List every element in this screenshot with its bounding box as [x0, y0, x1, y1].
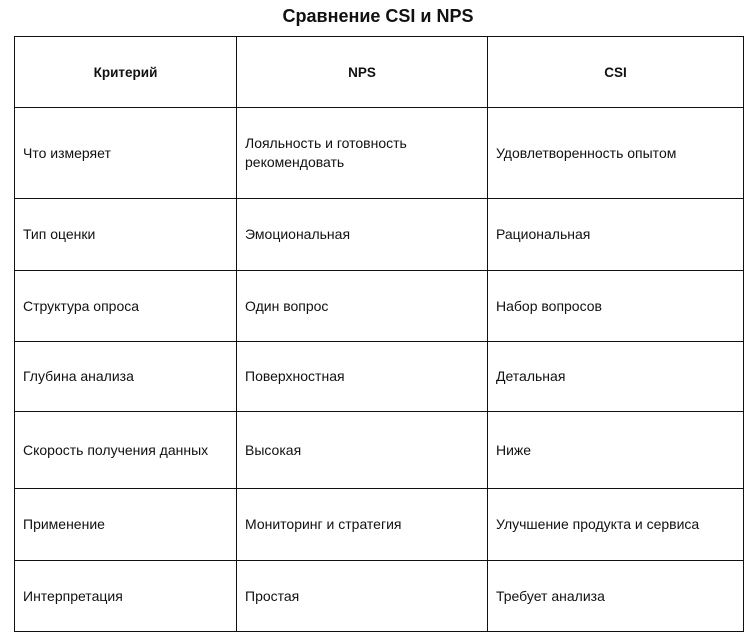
- table-row: Структура опроса Один вопрос Набор вопросо…: [14, 270, 744, 342]
- cell-criterion: Скорость получения данных: [14, 411, 237, 489]
- page-title: Сравнение CSI и NPS: [282, 6, 474, 26]
- table-row: Скорость получения данных Высокая Ниже: [14, 411, 744, 489]
- header-nps: NPS: [236, 36, 488, 108]
- cell-csi: Улучшение продукта и сервиса: [487, 488, 744, 561]
- cell-csi: Удовлетворенность опытом: [487, 107, 744, 199]
- cell-csi: Ниже: [487, 411, 744, 489]
- comparison-table: Критерий NPS CSI Что измеряет Лояльность …: [14, 36, 744, 632]
- table-row: Что измеряет Лояльность и готовность реко…: [14, 107, 744, 199]
- cell-criterion: Глубина анализа: [14, 341, 237, 412]
- cell-nps: Поверхностная: [236, 341, 488, 412]
- cell-criterion: Интерпретация: [14, 560, 237, 632]
- table-row: Применение Мониторинг и стратегия Улучшени…: [14, 488, 744, 561]
- cell-csi: Детальная: [487, 341, 744, 412]
- cell-criterion: Структура опроса: [14, 270, 237, 342]
- cell-csi: Рациональная: [487, 198, 744, 271]
- cell-criterion: Применение: [14, 488, 237, 561]
- header-criterion: Критерий: [14, 36, 237, 108]
- cell-criterion: Что измеряет: [14, 107, 237, 199]
- cell-nps: Эмоциональная: [236, 198, 488, 271]
- cell-nps: Мониторинг и стратегия: [236, 488, 488, 561]
- table-row: Интерпретация Простая Требует анализа: [14, 560, 744, 632]
- cell-csi: Набор вопросов: [487, 270, 744, 342]
- header-csi: CSI: [487, 36, 744, 108]
- header-row: Критерий NPS CSI: [14, 36, 744, 108]
- cell-criterion: Тип оценки: [14, 198, 237, 271]
- cell-nps: Высокая: [236, 411, 488, 489]
- table-row: Тип оценки Эмоциональная Рациональная: [14, 198, 744, 271]
- cell-csi: Требует анализа: [487, 560, 744, 632]
- cell-nps: Простая: [236, 560, 488, 632]
- cell-nps: Лояльность и готовность рекомендовать: [236, 107, 488, 199]
- table-row: Глубина анализа Поверхностная Детальная: [14, 341, 744, 412]
- cell-nps: Один вопрос: [236, 270, 488, 342]
